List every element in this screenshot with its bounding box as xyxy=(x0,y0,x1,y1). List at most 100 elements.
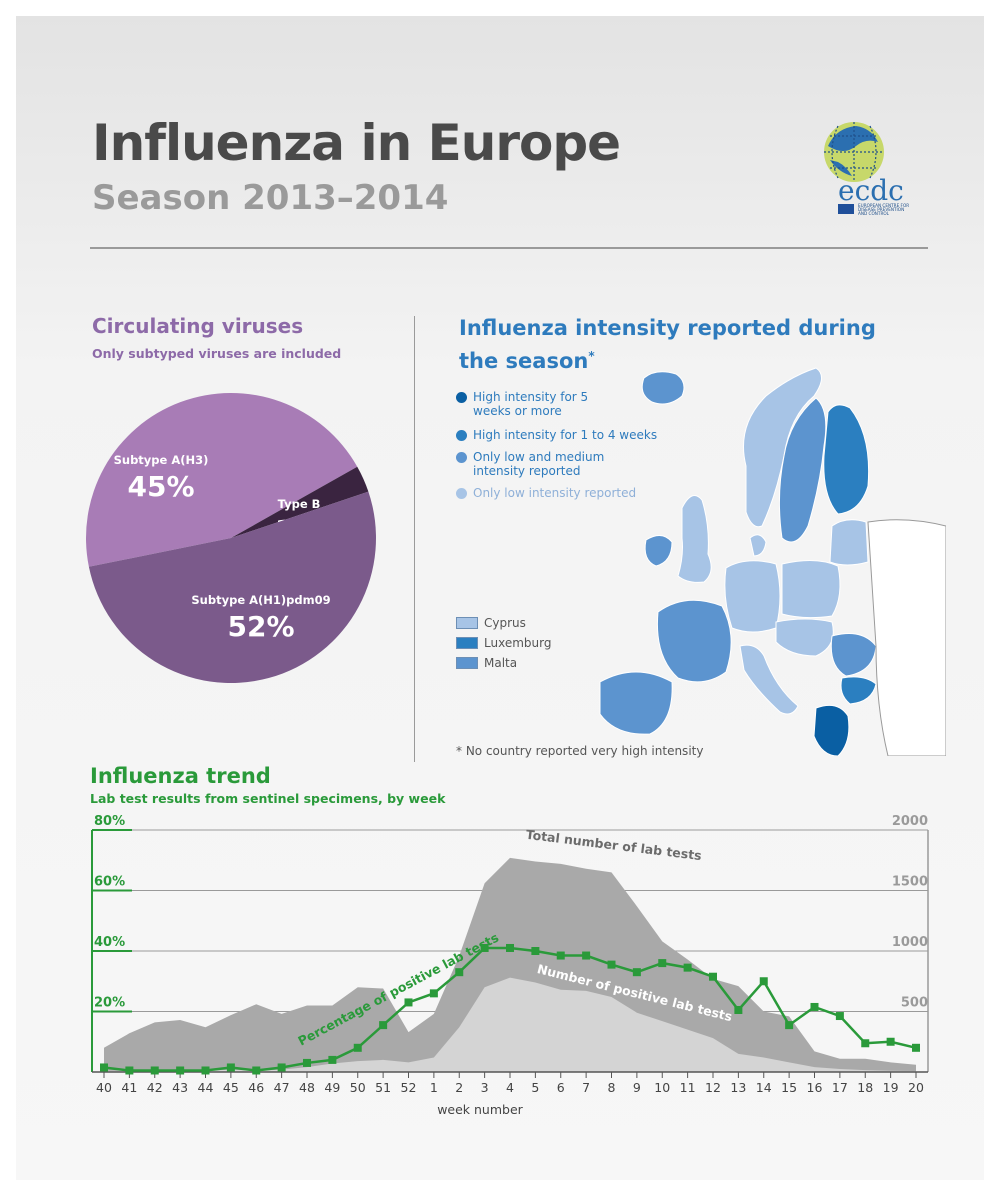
logo-caption-3: AND CONTROL xyxy=(858,211,890,216)
percentage-point xyxy=(404,998,413,1007)
pie-slice-label: Subtype A(H1)pdm09 xyxy=(191,593,330,607)
percentage-point xyxy=(429,989,438,998)
map-footnote: * No country reported very high intensit… xyxy=(456,744,704,758)
x-tick-label: 43 xyxy=(172,1080,188,1095)
map-italy xyxy=(739,644,799,715)
left-axis-label: 40% xyxy=(94,935,125,950)
x-tick-label: 6 xyxy=(557,1080,565,1095)
x-tick-label: 19 xyxy=(883,1080,899,1095)
percentage-point xyxy=(531,947,540,955)
x-tick-label: 20 xyxy=(908,1080,924,1095)
small-country-luxemburg: Luxemburg xyxy=(456,636,551,650)
x-tick-label: 2 xyxy=(455,1080,463,1095)
x-tick-label: 8 xyxy=(608,1080,616,1095)
legend-item-high-1to4: High intensity for 1 to 4 weeks xyxy=(456,428,657,442)
intensity-title-mark: * xyxy=(588,349,595,363)
map-countries xyxy=(599,367,946,756)
x-tick-label: 15 xyxy=(781,1080,797,1095)
legend-label: Malta xyxy=(484,656,518,670)
legend-swatch xyxy=(456,657,478,669)
percentage-point xyxy=(252,1066,261,1075)
x-axis-title: week number xyxy=(437,1102,523,1117)
left-axis-label: 20% xyxy=(94,996,125,1011)
map-baltics xyxy=(829,519,869,566)
small-country-malta: Malta xyxy=(456,656,517,670)
right-axis-label: 1500 xyxy=(892,875,928,890)
x-tick-label: 9 xyxy=(633,1080,641,1095)
x-tick-label: 49 xyxy=(324,1080,340,1095)
legend-dot xyxy=(456,488,467,499)
x-tick-label: 3 xyxy=(481,1080,489,1095)
x-tick-label: 13 xyxy=(730,1080,746,1095)
legend-dot xyxy=(456,392,467,403)
legend-item-low: Only low intensity reported xyxy=(456,486,636,500)
percentage-point xyxy=(556,951,565,960)
virus-pie-chart: Subtype A(H3)45%Type B3%Subtype A(H1)pdm… xyxy=(86,393,376,683)
percentage-point xyxy=(201,1066,210,1075)
map-denmark xyxy=(749,534,767,557)
page-title: Influenza in Europe xyxy=(92,114,621,172)
percentage-point xyxy=(379,1021,388,1030)
legend-swatch xyxy=(456,637,478,649)
percentage-point xyxy=(226,1063,235,1072)
percentage-point xyxy=(607,960,616,969)
intensity-title-text: Influenza intensity reported during the … xyxy=(459,316,876,373)
map-romania xyxy=(830,633,877,677)
percentage-point xyxy=(480,943,489,952)
total-tests-label: Total number of lab tests xyxy=(525,827,702,863)
percentage-point xyxy=(658,959,667,968)
x-tick-label: 11 xyxy=(680,1080,696,1095)
globe-icon xyxy=(824,122,884,182)
x-tick-label: 52 xyxy=(401,1080,417,1095)
percentage-point xyxy=(328,1055,337,1064)
x-tick-label: 48 xyxy=(299,1080,315,1095)
trend-title: Influenza trend xyxy=(90,764,271,788)
percentage-point xyxy=(455,968,464,977)
percentage-point xyxy=(176,1066,185,1075)
map-bulgaria xyxy=(840,676,877,705)
map-sweden xyxy=(778,397,827,543)
pie-slice xyxy=(88,491,376,683)
percentage-point xyxy=(734,1005,743,1014)
page-subtitle: Season 2013–2014 xyxy=(92,178,449,218)
map-ireland xyxy=(644,535,673,567)
map-iberia xyxy=(599,671,673,735)
x-tick-label: 44 xyxy=(198,1080,214,1095)
legend-dot xyxy=(456,452,467,463)
x-tick-label: 40 xyxy=(96,1080,112,1095)
europe-intensity-map xyxy=(599,367,946,756)
x-tick-label: 45 xyxy=(223,1080,239,1095)
viruses-title: Circulating viruses xyxy=(92,314,304,338)
legend-label: High intensity for 5 weeks or more xyxy=(473,390,589,418)
percentage-point xyxy=(303,1058,311,1067)
legend-swatch xyxy=(456,617,478,629)
percentage-point xyxy=(810,1002,819,1011)
percentage-point xyxy=(709,972,717,981)
x-tick-label: 5 xyxy=(531,1080,539,1095)
x-tick-label: 14 xyxy=(756,1080,772,1095)
total-tests-area xyxy=(104,857,916,1072)
legend-label: Luxemburg xyxy=(484,636,552,650)
x-tick-label: 7 xyxy=(582,1080,590,1095)
infographic-page: Influenza in Europe Season 2013–2014 ecd… xyxy=(16,16,984,1180)
x-tick-label: 41 xyxy=(121,1080,137,1095)
percentage-point xyxy=(886,1037,895,1046)
logo-wordmark: ecdc xyxy=(838,174,904,207)
pie-slice xyxy=(231,466,369,538)
pie-slice-value: 45% xyxy=(127,470,194,503)
right-axis-label: 1000 xyxy=(892,935,928,950)
right-axis-label: 500 xyxy=(901,996,928,1011)
map-uk xyxy=(677,495,712,583)
x-tick-label: 17 xyxy=(832,1080,848,1095)
x-tick-label: 18 xyxy=(857,1080,873,1095)
legend-label: Only low intensity reported xyxy=(473,486,637,500)
legend-item-low-medium: Only low and medium intensity reported xyxy=(456,450,613,478)
viruses-subtitle: Only subtyped viruses are included xyxy=(92,346,342,361)
x-tick-label: 51 xyxy=(375,1080,391,1095)
map-poland xyxy=(781,560,841,619)
ecdc-logo: ecdc EUROPEAN CENTRE FOR DISEASE PREVENT… xyxy=(824,122,909,216)
percentage-point xyxy=(632,968,641,977)
legend-label: High intensity for 1 to 4 weeks xyxy=(473,428,658,442)
pie-slice xyxy=(86,393,358,567)
